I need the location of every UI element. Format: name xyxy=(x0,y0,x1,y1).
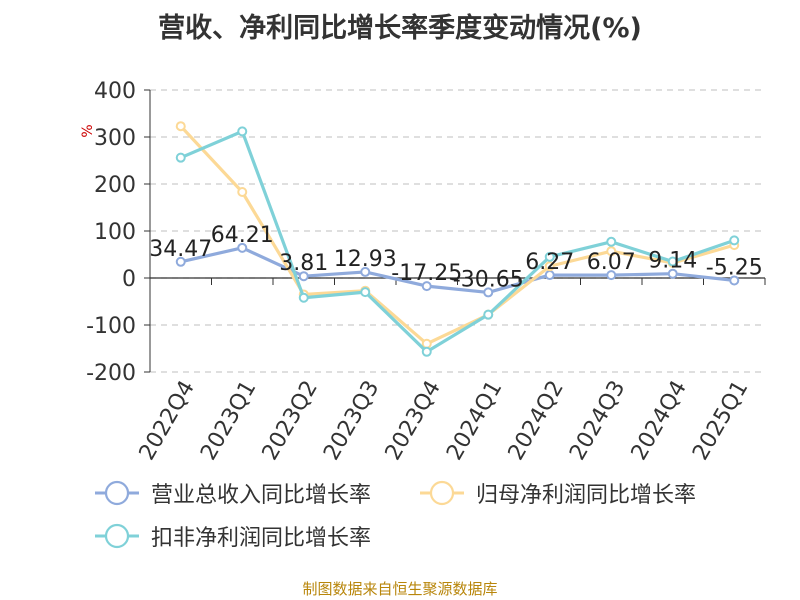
x-tick-label: 2024Q2 xyxy=(504,377,569,465)
legend-label: 营业总收入同比增长率 xyxy=(151,483,372,508)
data-label: -5.25 xyxy=(706,255,763,280)
legend-marker xyxy=(420,480,464,506)
data-point-0 xyxy=(667,268,678,279)
data-point-2 xyxy=(360,287,371,298)
y-tick-label: 400 xyxy=(94,79,136,104)
data-label: -17.25 xyxy=(391,261,462,286)
data-point-1 xyxy=(237,186,248,197)
source-note: 制图数据来自恒生聚源数据库 xyxy=(302,580,498,598)
data-point-1 xyxy=(175,121,186,132)
data-point-0 xyxy=(175,256,186,267)
data-point-0 xyxy=(421,281,432,292)
legend-marker-circle xyxy=(104,523,130,549)
data-point-2 xyxy=(729,235,740,246)
x-tick-label: 2024Q1 xyxy=(442,377,507,465)
x-tick-label: 2023Q3 xyxy=(319,377,384,465)
chart-title: 营收、净利同比增长率季度变动情况(%) xyxy=(158,13,642,44)
y-axis-label: % xyxy=(80,124,96,137)
y-tick-label: 300 xyxy=(94,126,136,151)
x-tick-label: 2023Q2 xyxy=(258,377,323,465)
series-lines xyxy=(175,121,740,357)
y-tick-label: 100 xyxy=(94,220,136,245)
legend-label: 扣非净利润同比增长率 xyxy=(151,526,372,551)
data-point-0 xyxy=(483,287,494,298)
y-tick-label: 200 xyxy=(94,173,136,198)
series-line-2 xyxy=(180,129,735,354)
x-tick-label: 2025Q1 xyxy=(688,377,753,465)
x-tick-label: 2022Q4 xyxy=(135,377,200,465)
legend-item[interactable]: 营业总收入同比增长率 xyxy=(95,478,371,508)
data-point-2 xyxy=(421,346,432,357)
data-point-1 xyxy=(421,338,432,349)
data-point-2 xyxy=(483,309,494,320)
data-label: 64.21 xyxy=(211,223,274,248)
data-label: 9.14 xyxy=(648,249,697,274)
data-point-1 xyxy=(544,261,555,272)
legend-marker-circle xyxy=(429,480,455,506)
series-line-1 xyxy=(179,125,735,346)
data-point-1 xyxy=(606,246,617,257)
y-tick-label: -200 xyxy=(86,361,136,386)
legend-marker-circle xyxy=(104,480,130,506)
data-point-2 xyxy=(175,152,186,163)
legend-marker xyxy=(95,480,139,506)
data-point-0 xyxy=(606,270,617,281)
data-label: 6.27 xyxy=(525,250,574,275)
data-point-0 xyxy=(237,242,248,253)
data-point-0 xyxy=(729,275,740,286)
legend-item[interactable]: 扣非净利润同比增长率 xyxy=(95,521,371,551)
data-point-2 xyxy=(606,236,617,247)
y-tick-label: 0 xyxy=(122,267,136,292)
data-point-0 xyxy=(298,271,309,282)
x-tick-label: 2024Q4 xyxy=(627,377,692,465)
data-label: 6.07 xyxy=(587,250,636,275)
y-tick-label: -100 xyxy=(86,314,136,339)
data-label: -30.65 xyxy=(453,267,524,292)
data-point-0 xyxy=(360,266,371,277)
x-tick-label: 2023Q1 xyxy=(196,377,261,465)
legend-label: 归母净利润同比增长率 xyxy=(476,483,697,508)
data-label: 3.81 xyxy=(279,251,328,276)
legend-marker xyxy=(95,523,139,549)
data-point-2 xyxy=(298,292,309,303)
data-point-2 xyxy=(237,126,248,137)
data-point-2 xyxy=(667,256,678,267)
series-line-0 xyxy=(180,246,735,295)
data-label: 34.47 xyxy=(149,237,212,262)
data-label: 12.93 xyxy=(334,247,397,272)
x-tick-label: 2024Q3 xyxy=(565,377,630,465)
legend-item[interactable]: 归母净利润同比增长率 xyxy=(420,478,696,508)
x-tick-label: 2023Q4 xyxy=(381,377,446,465)
data-point-2 xyxy=(544,251,555,262)
